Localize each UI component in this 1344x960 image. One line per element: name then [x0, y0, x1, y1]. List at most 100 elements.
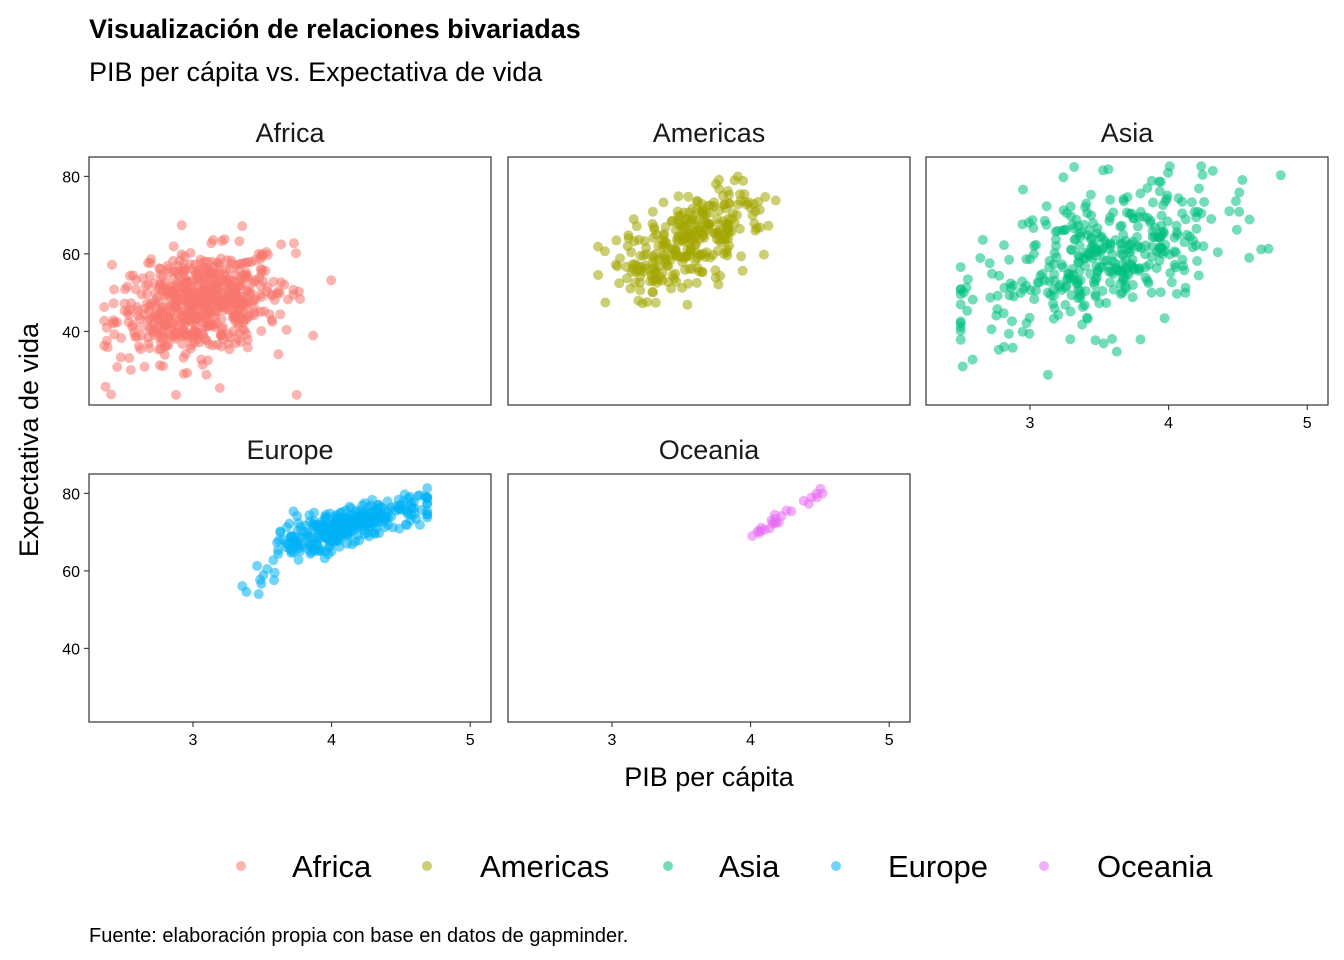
point-europe [252, 560, 263, 571]
point-americas [737, 265, 748, 276]
point-africa [101, 335, 112, 346]
point-asia [955, 262, 966, 273]
point-asia [1101, 298, 1112, 308]
point-asia [1132, 232, 1142, 242]
point-asia [1111, 346, 1122, 357]
point-europe [329, 524, 340, 535]
point-europe [416, 504, 427, 515]
point-asia [957, 361, 968, 372]
point-africa [152, 292, 162, 303]
point-africa [154, 360, 165, 371]
point-africa [239, 258, 250, 268]
point-asia [1191, 240, 1202, 251]
point-africa [169, 313, 180, 324]
point-europe [401, 520, 412, 531]
chart-subtitle: PIB per cápita vs. Expectativa de vida [89, 57, 543, 87]
point-africa [185, 293, 196, 304]
point-americas [648, 287, 658, 298]
point-asia [1025, 254, 1035, 265]
point-europe [324, 540, 335, 551]
point-africa [168, 241, 179, 252]
point-asia [1197, 169, 1208, 180]
x-tick-label: 3 [189, 732, 198, 749]
point-asia [1108, 207, 1119, 218]
point-africa [259, 306, 269, 317]
point-americas [658, 230, 669, 241]
panel-border-americas [507, 156, 911, 406]
facet-panels: Africa 40 60 80 Americas Asia 3 4 5 Europe 40 60 80 3… [62, 118, 1329, 749]
point-asia [1028, 223, 1039, 233]
panel-border-africa [88, 156, 492, 406]
point-africa [200, 277, 211, 288]
point-americas [593, 270, 604, 280]
point-asia [955, 299, 966, 310]
point-asia [955, 322, 966, 333]
point-americas [718, 248, 729, 259]
point-europe [315, 544, 326, 554]
point-asia [1008, 291, 1019, 302]
point-africa [177, 339, 188, 349]
point-asia [977, 234, 988, 245]
point-africa [106, 389, 117, 400]
point-africa [132, 302, 143, 312]
legend-label-oceania: Oceania [1097, 849, 1213, 884]
point-asia [1127, 292, 1138, 303]
point-africa [291, 389, 302, 400]
point-africa [180, 328, 191, 339]
point-asia [984, 258, 995, 269]
x-tick-label: 5 [466, 732, 475, 749]
panel-asia: Asia 3 4 5 [925, 118, 1329, 432]
point-americas [673, 237, 684, 248]
points-oceania [747, 483, 828, 541]
point-asia [1192, 256, 1203, 266]
point-asia [1186, 197, 1197, 208]
point-asia [993, 344, 1004, 355]
strip-label-americas: Americas [653, 118, 766, 148]
point-asia [1069, 162, 1080, 172]
point-africa [201, 369, 212, 380]
point-asia [1115, 221, 1126, 232]
point-europe [350, 536, 361, 547]
point-asia [1180, 287, 1191, 298]
point-africa [187, 318, 198, 328]
point-africa [137, 273, 148, 284]
point-africa [214, 298, 225, 309]
point-americas [713, 218, 724, 229]
point-europe [256, 578, 267, 589]
point-africa [281, 324, 292, 335]
legend-key-africa [236, 861, 246, 871]
point-asia [1126, 208, 1137, 219]
point-americas [629, 259, 640, 270]
point-africa [242, 271, 253, 282]
point-asia [1171, 220, 1182, 231]
point-asia [1089, 279, 1100, 290]
point-asia [1142, 275, 1153, 286]
point-asia [1103, 164, 1114, 175]
point-asia [1018, 284, 1029, 294]
point-asia [1244, 214, 1255, 225]
point-americas [628, 214, 639, 225]
point-africa [172, 260, 183, 271]
panel-americas: Americas [507, 118, 911, 406]
point-asia [1050, 226, 1061, 237]
point-asia [1065, 244, 1076, 255]
point-africa [176, 249, 187, 260]
point-asia [1039, 215, 1050, 226]
points-americas [593, 171, 781, 310]
point-asia [986, 324, 997, 335]
point-asia [1049, 269, 1060, 280]
point-asia [1172, 229, 1183, 240]
point-africa [288, 284, 299, 295]
point-asia [1124, 247, 1135, 258]
point-asia [1224, 206, 1235, 217]
y-tick-label: 60 [62, 247, 80, 264]
point-asia [1004, 254, 1015, 265]
point-asia [1148, 197, 1158, 208]
point-africa [133, 311, 144, 321]
point-americas [688, 234, 699, 245]
point-oceania [759, 524, 770, 535]
point-asia [1030, 285, 1041, 296]
point-africa [207, 291, 218, 302]
point-asia [1017, 219, 1028, 230]
point-asia [1085, 189, 1096, 200]
